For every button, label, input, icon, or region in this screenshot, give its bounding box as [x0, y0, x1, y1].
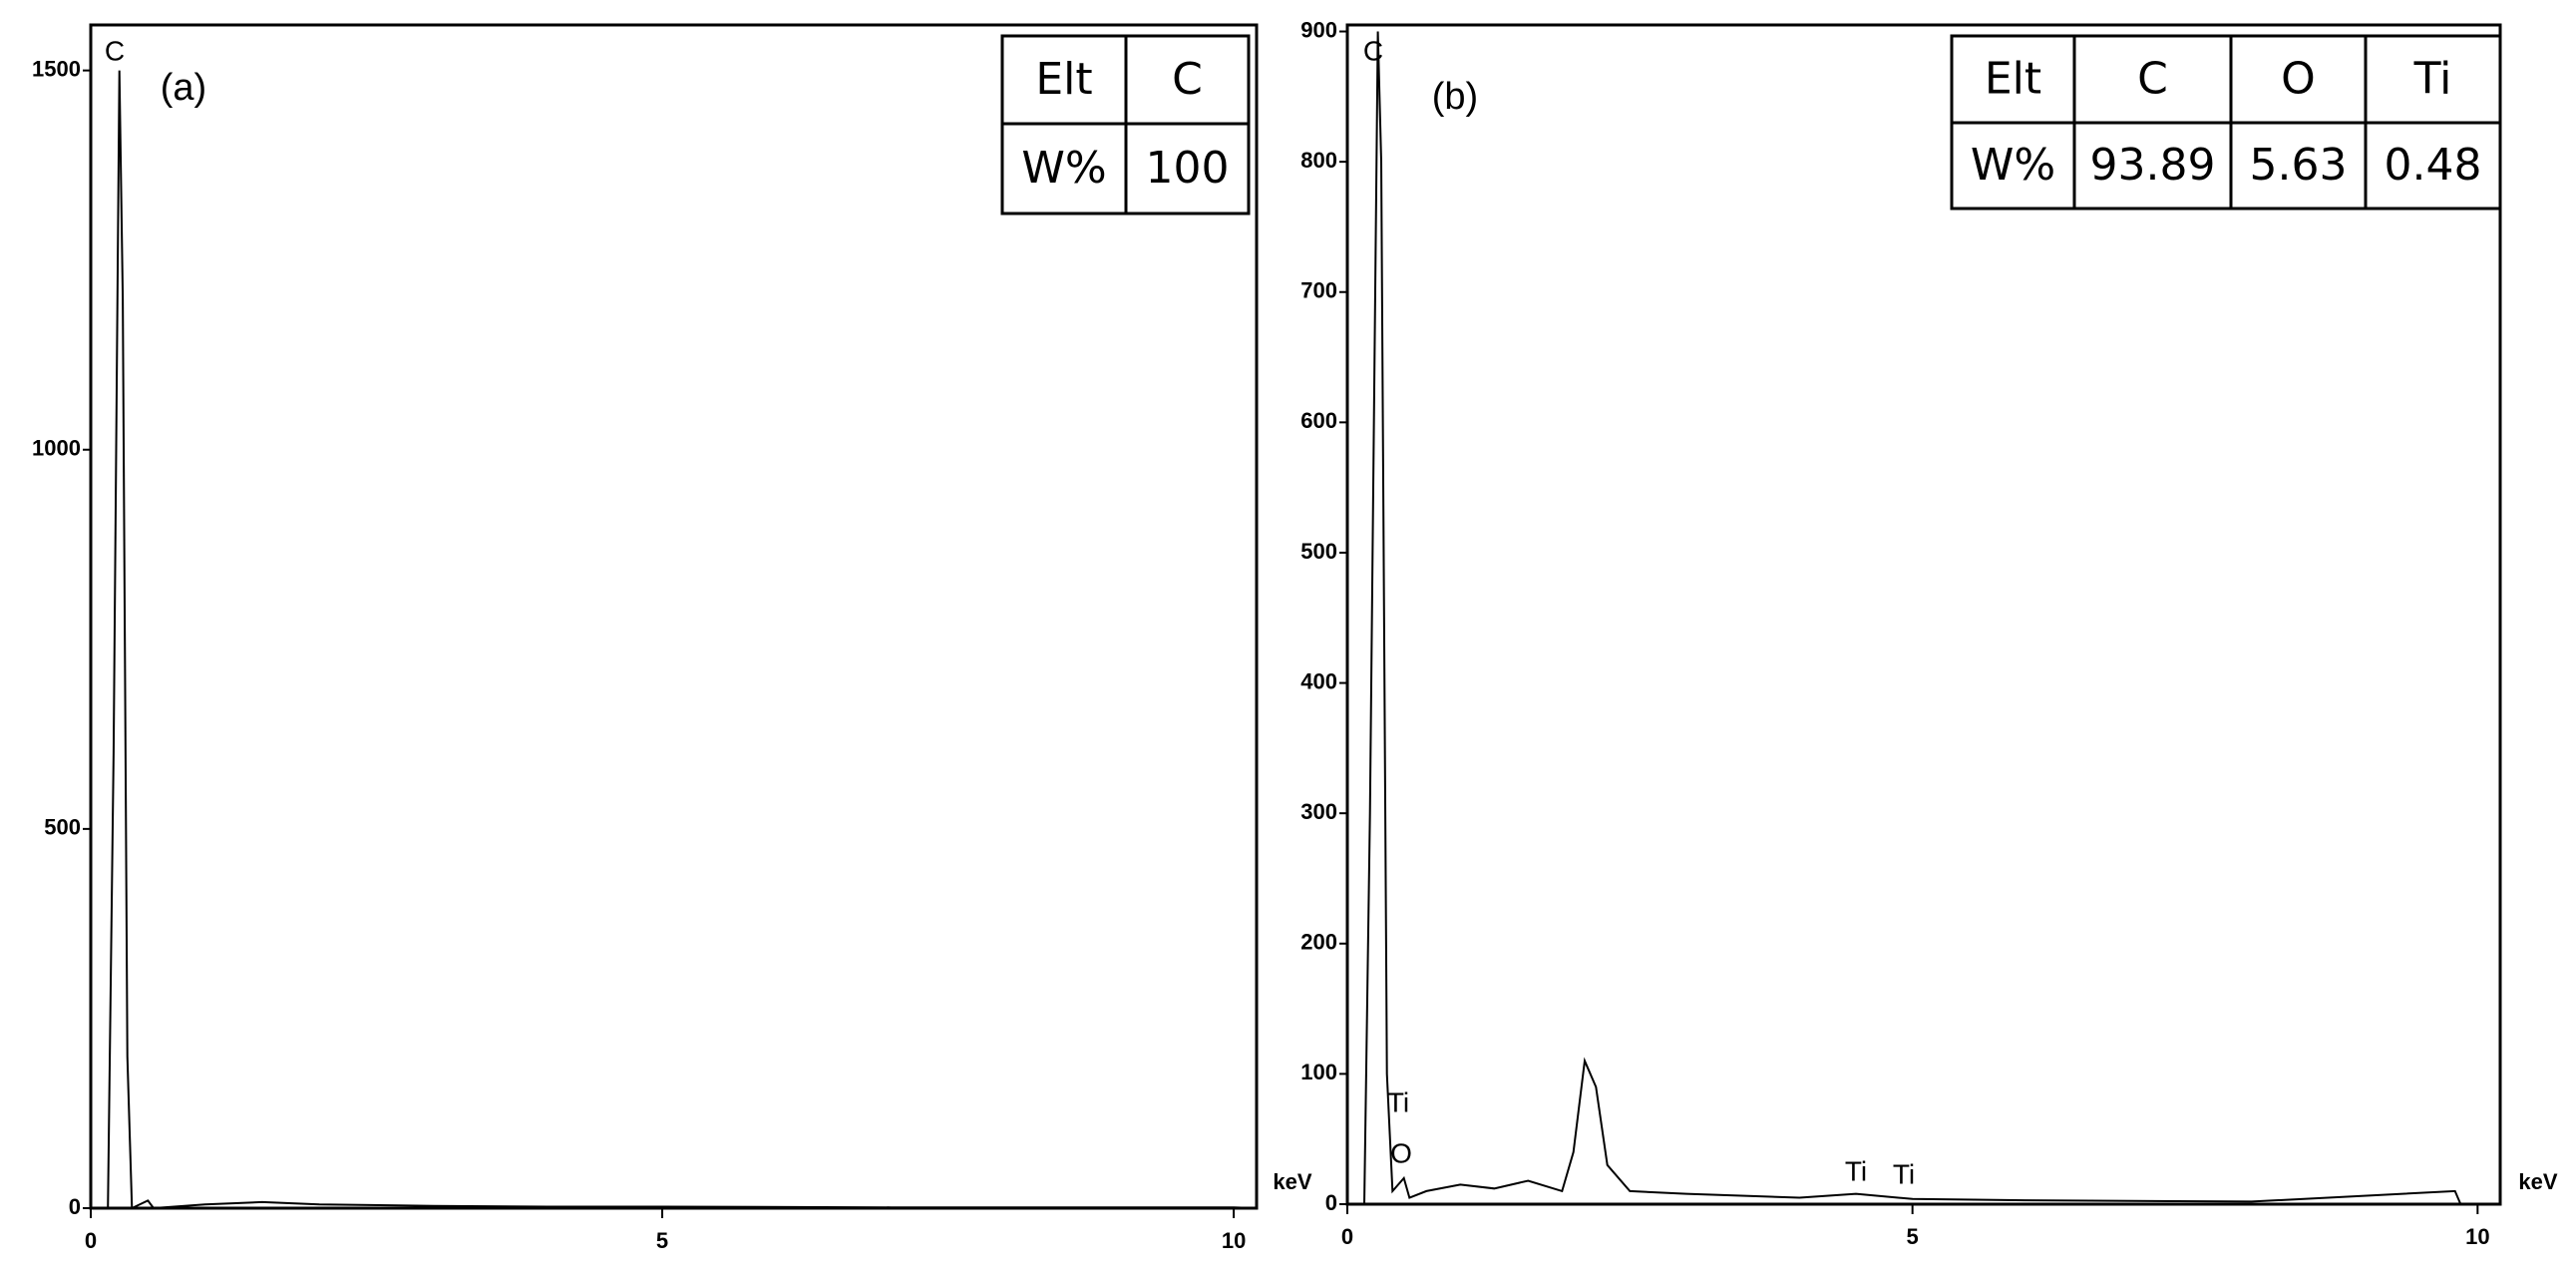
table-text: 93.89 — [2090, 140, 2216, 191]
peak-label: C — [1363, 35, 1383, 66]
y-tick-label: 600 — [1300, 408, 1337, 433]
table-cell — [2072, 121, 2233, 211]
peak-label: O — [1390, 1137, 1412, 1168]
y-tick-label: 400 — [1300, 668, 1337, 693]
y-tick-label: 900 — [1300, 17, 1337, 42]
table-text: Elt — [1035, 54, 1092, 105]
table-cell — [2364, 34, 2502, 125]
table-cell — [1950, 121, 2076, 211]
y-tick-label: 300 — [1300, 799, 1337, 824]
y-tick-label: 0 — [1325, 1190, 1337, 1215]
x-axis-label: keV — [1273, 1169, 1311, 1194]
table-cell — [2229, 34, 2368, 125]
x-tick-label: 10 — [1222, 1228, 1246, 1253]
x-axis-label: keV — [2518, 1169, 2557, 1194]
y-tick-label: 200 — [1300, 930, 1337, 955]
spectrum-line — [1358, 31, 2500, 1205]
x-tick-label: 0 — [85, 1228, 97, 1253]
table-text: O — [2281, 54, 2316, 105]
peak-label: C — [105, 35, 125, 66]
peak-label: Ti — [1387, 1086, 1409, 1117]
x-tick-label: 5 — [1907, 1224, 1919, 1249]
table-cell — [2229, 121, 2368, 211]
table-text: C — [1172, 54, 1203, 105]
panel-label: (b) — [1432, 76, 1478, 118]
table-cell — [2364, 121, 2502, 211]
x-tick-label: 0 — [1341, 1224, 1353, 1249]
peak-label: Ti — [1845, 1155, 1867, 1186]
spectrum-line — [102, 70, 1258, 1210]
plot-frame — [89, 23, 1259, 1210]
table-text: W% — [1021, 143, 1106, 194]
panel-label: (a) — [161, 67, 206, 109]
table-cell — [1124, 122, 1251, 215]
y-tick-label: 0 — [69, 1194, 81, 1219]
table-text: Elt — [1985, 54, 2041, 105]
table-text: W% — [1971, 140, 2055, 191]
table-text: C — [2137, 54, 2168, 105]
y-tick-label: 1000 — [32, 436, 81, 461]
table-text: 0.48 — [2385, 140, 2482, 191]
y-tick-label: 1500 — [32, 56, 81, 81]
y-tick-label: 500 — [44, 815, 81, 840]
y-tick-label: 800 — [1300, 148, 1337, 173]
table-text: Ti — [2413, 54, 2452, 105]
y-tick-label: 700 — [1300, 278, 1337, 303]
table-cell — [1000, 122, 1128, 215]
table-text: 5.63 — [2250, 140, 2348, 191]
table-text: 100 — [1146, 143, 1230, 194]
y-tick-label: 500 — [1300, 539, 1337, 564]
x-tick-label: 5 — [656, 1228, 668, 1253]
plot-frame — [1345, 23, 2502, 1206]
y-tick-label: 100 — [1300, 1060, 1337, 1084]
table-cell — [2072, 34, 2233, 125]
table-cell — [1124, 34, 1251, 126]
x-tick-label: 10 — [2465, 1224, 2489, 1249]
peak-label: Ti — [1893, 1158, 1915, 1189]
